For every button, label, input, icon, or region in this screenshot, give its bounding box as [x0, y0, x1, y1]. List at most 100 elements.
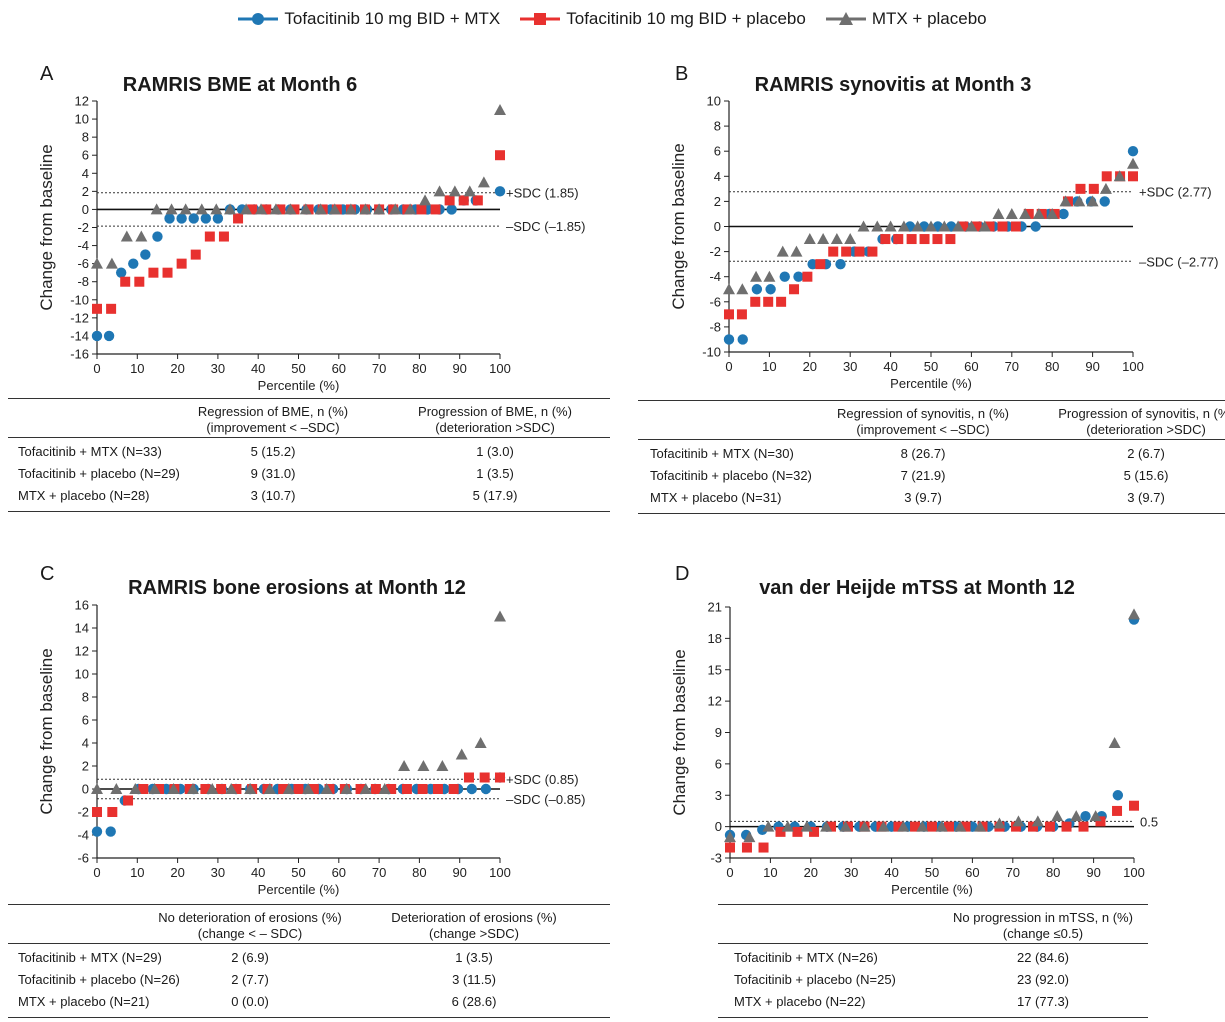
data-point: [1101, 171, 1112, 182]
data-point: [1019, 207, 1032, 219]
data-point: [826, 821, 836, 832]
data-point: [340, 783, 353, 794]
table-rule: [718, 904, 1148, 905]
y-tick-label: -4: [77, 238, 89, 253]
data-point: [945, 234, 956, 245]
data-point: [1095, 816, 1106, 827]
y-tick-label: -6: [77, 256, 89, 271]
data-point: [938, 220, 951, 232]
data-point: [1127, 146, 1139, 157]
data-point: [120, 276, 131, 287]
data-point: [495, 150, 505, 161]
legend-label: Tofacitinib 10 mg BID + placebo: [566, 9, 806, 28]
x-tick-label: 100: [489, 865, 511, 880]
data-point: [212, 213, 224, 224]
data-point: [92, 807, 102, 817]
data-point: [775, 826, 786, 837]
data-point: [952, 220, 965, 232]
table-cell: 8 (26.7): [900, 446, 946, 461]
data-point: [978, 220, 991, 232]
legend-square-marker-icon: [520, 13, 561, 25]
y-tick-label: 4: [82, 736, 89, 751]
x-tick-label: 70: [372, 865, 386, 880]
y-tick-label: -8: [709, 319, 721, 334]
y-tick-label: 10: [75, 667, 89, 682]
reference-line-label: –SDC (–2.77): [1139, 254, 1218, 269]
x-tick-label: 90: [452, 361, 466, 376]
x-tick-label: 60: [964, 359, 978, 374]
x-tick-label: 0: [726, 865, 733, 880]
table-row-label: Tofacitinib + placebo (N=32): [650, 468, 812, 483]
panel-letter: C: [40, 563, 54, 585]
data-point: [107, 807, 118, 817]
table-header-sub: (change ≤0.5): [1002, 926, 1084, 941]
data-point: [190, 249, 201, 260]
table-header-sub: (deterioration >SDC): [1086, 422, 1206, 437]
y-tick-label: 21: [708, 600, 722, 615]
y-tick-label: 8: [714, 119, 721, 134]
data-point: [997, 221, 1008, 232]
data-point: [841, 246, 852, 257]
data-point: [857, 220, 870, 232]
data-point: [91, 257, 103, 269]
data-point: [370, 784, 381, 794]
summary-table-b: Regression of synovitis, n (%) (improveme…: [638, 400, 1225, 518]
table-cell: 0 (0.0): [231, 994, 269, 1009]
data-point: [984, 221, 995, 232]
data-point: [789, 284, 800, 295]
data-point: [263, 783, 276, 794]
table-row-label: Tofacitinib + placebo (N=26): [18, 972, 180, 987]
data-point: [927, 821, 937, 832]
data-point: [965, 220, 978, 232]
table-row-label: MTX + placebo (N=31): [650, 490, 782, 505]
series-triangle: [91, 610, 506, 794]
table-rule: [8, 904, 610, 905]
y-tick-label: 12: [708, 694, 722, 709]
table-cell: 3 (11.5): [452, 972, 496, 987]
data-point: [884, 220, 897, 232]
data-point: [404, 203, 417, 215]
data-point: [479, 772, 490, 783]
data-point: [724, 309, 734, 320]
table-header-sub: (change < – SDC): [197, 926, 303, 941]
panel-letter: A: [40, 63, 54, 85]
data-point: [792, 826, 803, 837]
x-tick-label: 40: [884, 865, 898, 880]
data-point: [1012, 815, 1025, 827]
panel-letter: B: [675, 63, 688, 85]
data-point: [1023, 208, 1034, 219]
table-cell: 5 (17.9): [472, 488, 518, 503]
x-axis-label: Percentile (%): [258, 882, 340, 897]
y-tick-label: 6: [82, 713, 89, 728]
data-point: [1099, 196, 1110, 207]
table-header: No deterioration of erosions (%): [158, 910, 342, 925]
data-point: [897, 820, 910, 832]
data-point: [1112, 805, 1123, 816]
data-point: [828, 246, 839, 257]
data-point: [750, 296, 761, 307]
data-point: [91, 826, 103, 837]
x-tick-label: 40: [883, 359, 897, 374]
data-point: [776, 245, 789, 257]
data-point: [1127, 157, 1139, 169]
x-tick-label: 30: [211, 361, 225, 376]
y-tick-label: -3: [710, 851, 722, 866]
data-point: [906, 234, 917, 245]
data-point: [867, 246, 878, 257]
y-tick-label: 0: [82, 202, 89, 217]
x-tick-label: 10: [762, 359, 776, 374]
data-point: [129, 783, 142, 794]
x-tick-label: 10: [763, 865, 777, 880]
table-header-sub: (change >SDC): [429, 926, 519, 941]
x-tick-label: 60: [965, 865, 979, 880]
y-axis-label: Change from baseline: [669, 143, 688, 309]
table-rule: [638, 513, 1225, 514]
table-rule: [8, 511, 610, 512]
chart-panel-c: C RAMRIS bone erosions at Month 12 -6 -4 -2 0…: [37, 563, 585, 897]
data-point: [494, 610, 506, 622]
data-point: [960, 821, 971, 832]
table-row-label: Tofacitinib + MTX (N=30): [650, 446, 794, 461]
data-point: [993, 817, 1006, 829]
y-tick-label: -16: [70, 347, 89, 362]
